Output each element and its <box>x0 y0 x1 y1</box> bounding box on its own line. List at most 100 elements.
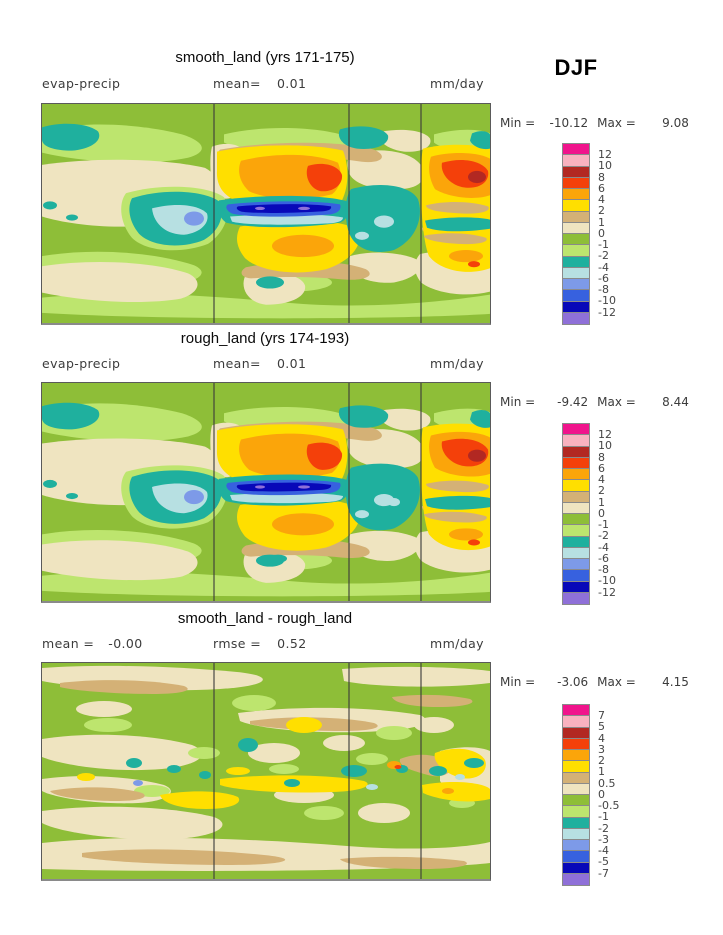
panel-3-title: smooth_land - rough_land <box>177 610 353 627</box>
mean-label: mean= <box>213 356 261 371</box>
colorbar-swatch <box>563 290 589 302</box>
colorbar-tick-label: -4 <box>598 844 609 857</box>
panel-3-labels: mean = -0.00 rmse = 0.52 mm/day <box>0 636 723 652</box>
colorbar-tick-label: -6 <box>598 551 609 565</box>
season-label: DJF <box>554 55 598 80</box>
rmse-value: 0.52 <box>277 636 307 651</box>
colorbar-tick-label: 2 <box>598 204 605 218</box>
colorbar-swatch <box>563 514 589 526</box>
colorbar-tick-label: -5 <box>598 855 609 869</box>
max-value: 8.44 <box>662 395 689 409</box>
colorbar-swatch <box>563 547 589 559</box>
panel-1-quantity-label: evap-precip <box>42 76 121 91</box>
colorbar-tick-label: 6 <box>598 461 605 475</box>
colorbar-tick-label: -6 <box>598 271 609 285</box>
colorbar-tick-label: 8 <box>598 170 605 184</box>
colorbar-swatch <box>563 828 589 840</box>
colorbar-swatch <box>563 279 589 291</box>
colorbar-tick-label: 0 <box>598 226 605 240</box>
colorbar-tick-label: 2 <box>598 484 605 498</box>
panel-1-title: smooth_land (yrs 171-175) <box>175 49 355 66</box>
colorbar-tick-label: -4 <box>598 260 609 274</box>
colorbar-swatch <box>563 570 589 582</box>
colorbar-tick-label: 4 <box>598 193 605 206</box>
colorbar-swatch <box>563 446 589 458</box>
colorbar-tick-label: 8 <box>598 450 605 464</box>
panel-2-labels: evap-precip mean= 0.01 mm/day <box>0 356 723 372</box>
colorbar-swatch <box>563 234 589 246</box>
colorbar-swatch <box>563 166 589 178</box>
colorbar-swatch <box>563 873 589 885</box>
panel-3-colorbar-labels: 7 5 4 3 2 1 0.5 0 -0.5 -1 -2 -3 -4 -5 -7 <box>598 710 638 879</box>
colorbar-swatch <box>563 559 589 571</box>
colorbar-tick-label: -1 <box>598 238 609 251</box>
colorbar-tick-label: 1 <box>598 495 605 509</box>
colorbar-swatch <box>563 592 589 604</box>
colorbar-tick-label: 4 <box>598 473 605 486</box>
colorbar-swatch <box>563 480 589 492</box>
panel-3-unit-label: mm/day <box>430 636 484 651</box>
colorbar-swatch <box>563 806 589 818</box>
panel-1-labels: evap-precip mean= 0.01 mm/day <box>0 76 723 92</box>
colorbar-swatch <box>563 177 589 189</box>
colorbar-swatch <box>563 312 589 324</box>
colorbar-swatch <box>563 581 589 593</box>
colorbar-tick-label: 12 <box>598 148 612 161</box>
colorbar-swatch <box>563 245 589 257</box>
colorbar-tick-label: -12 <box>598 585 616 599</box>
colorbar-swatch <box>563 525 589 537</box>
colorbar-tick-label: -2 <box>598 249 609 263</box>
colorbar-swatch <box>563 851 589 863</box>
colorbar-tick-label: -1 <box>598 518 609 531</box>
colorbar-swatch <box>563 716 589 728</box>
colorbar-swatch <box>563 200 589 212</box>
panel-2-colorbar <box>562 423 590 605</box>
mean-label: mean= <box>213 76 261 91</box>
colorbar-swatch <box>563 840 589 852</box>
colorbar-swatch <box>563 502 589 514</box>
colorbar-tick-label: 7 <box>598 709 605 722</box>
panel-3-rmse-stat: rmse = 0.52 <box>213 636 307 651</box>
min-label: Min = <box>500 395 536 409</box>
panel-1-mean-stat: mean= 0.01 <box>213 76 306 91</box>
colorbar-swatch <box>563 267 589 279</box>
colorbar-swatch <box>563 491 589 503</box>
panel-1-colorbar <box>562 143 590 325</box>
colorbar-tick-label: 0.5 <box>598 776 616 790</box>
panel-2-colorbar-labels: 12 10 8 6 4 2 1 0 -1 -2 -4 -6 -8 -10 -12 <box>598 429 638 598</box>
panel-1-colorbar-labels: 12 10 8 6 4 2 1 0 -1 -2 -4 -6 -8 -10 -12 <box>598 149 638 318</box>
colorbar-swatch <box>563 155 589 167</box>
colorbar-swatch <box>563 469 589 481</box>
panel-3-minmax: Min = -3.06 Max = 4.15 <box>500 675 700 689</box>
colorbar-tick-label: 10 <box>598 159 612 173</box>
colorbar-tick-label: -8 <box>598 563 609 576</box>
colorbar-swatch <box>563 222 589 234</box>
colorbar-swatch <box>563 256 589 268</box>
min-value: -3.06 <box>557 675 589 689</box>
colorbar-tick-label: -10 <box>598 574 616 588</box>
colorbar-tick-label: -3 <box>598 832 609 846</box>
mean-label: mean = <box>42 636 95 651</box>
colorbar-tick-label: 0 <box>598 787 605 801</box>
colorbar-swatch <box>563 795 589 807</box>
colorbar-tick-label: -2 <box>598 821 609 835</box>
panel-1-unit-label: mm/day <box>430 76 484 91</box>
colorbar-tick-label: -4 <box>598 540 609 554</box>
colorbar-swatch <box>563 772 589 784</box>
max-label: Max = <box>597 116 636 130</box>
colorbar-tick-label: 10 <box>598 439 612 453</box>
colorbar-tick-label: 2 <box>598 754 605 767</box>
colorbar-tick-label: -1 <box>598 810 609 824</box>
max-label: Max = <box>597 395 636 409</box>
panel-2-mean-stat: mean= 0.01 <box>213 356 306 371</box>
colorbar-swatch <box>563 862 589 874</box>
colorbar-swatch <box>563 750 589 762</box>
colorbar-tick-label: 1 <box>598 215 605 229</box>
panel-2-minmax: Min = -9.42 Max = 8.44 <box>500 395 700 409</box>
colorbar-tick-label: 6 <box>598 181 605 195</box>
colorbar-swatch <box>563 705 589 717</box>
min-label: Min = <box>500 116 536 130</box>
rmse-label: rmse = <box>213 636 262 651</box>
colorbar-swatch <box>563 211 589 223</box>
